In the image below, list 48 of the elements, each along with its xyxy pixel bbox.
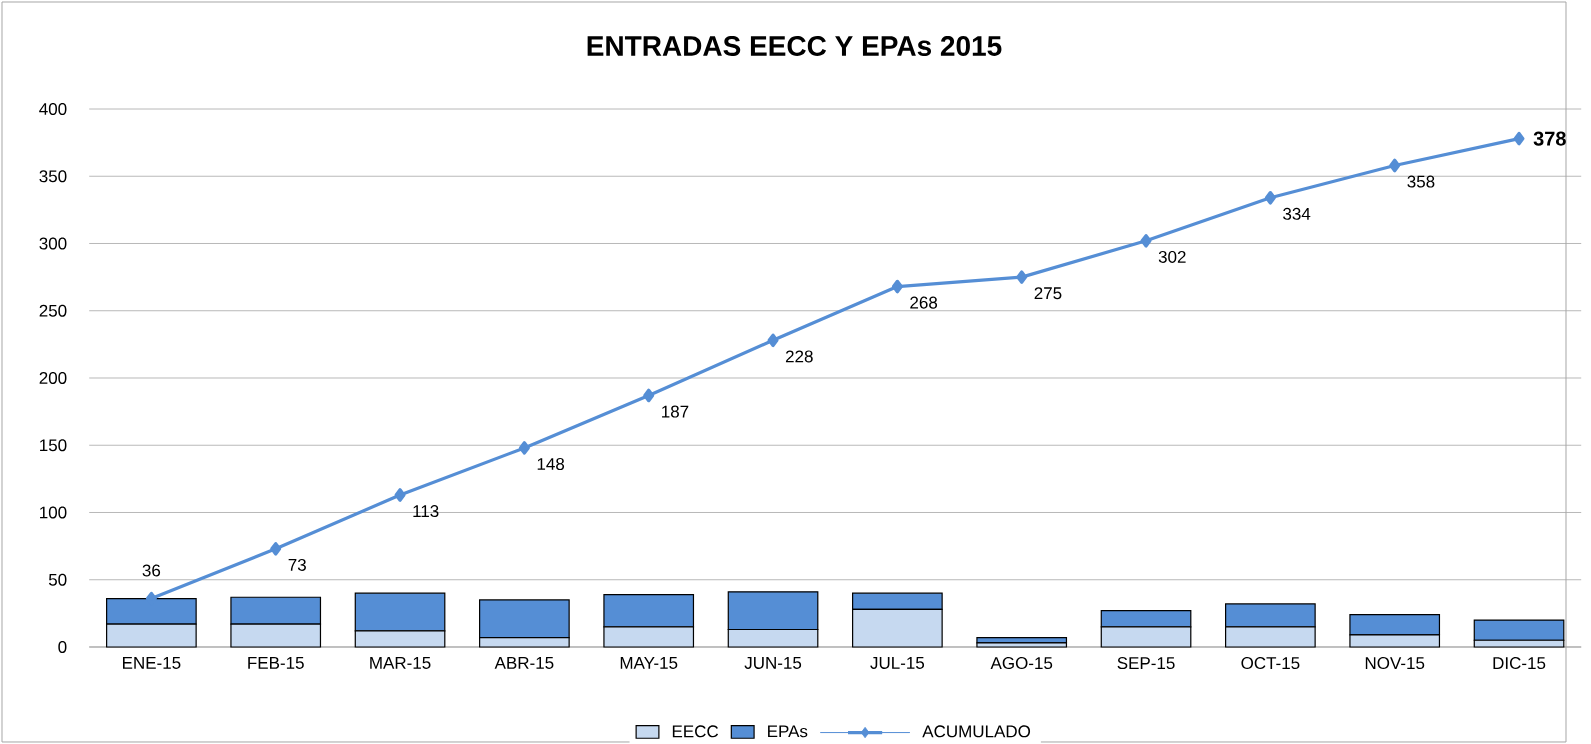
- chart-title: ENTRADAS EECC Y EPAs 2015: [587, 36, 1002, 56]
- point: [394, 488, 406, 502]
- data-label: 148: [537, 458, 565, 471]
- point: [1513, 131, 1525, 146]
- point: [270, 542, 282, 556]
- data-label: 334: [1283, 207, 1311, 220]
- legend-label: EPAs: [768, 725, 808, 738]
- y-tick-label: 300: [39, 237, 67, 250]
- y-tick-label: 150: [40, 439, 67, 452]
- x-tick-label: AGO-15: [990, 657, 1053, 670]
- x-tick-label: FEB-15: [248, 657, 304, 669]
- data-label: 302: [1158, 250, 1186, 263]
- y-tick-label: 50: [48, 573, 67, 586]
- point: [1264, 190, 1276, 205]
- data-label: 228: [785, 350, 813, 363]
- data-label: 73: [288, 558, 306, 571]
- x-tick-label: OCT-15: [1241, 657, 1300, 670]
- y-tick-label: 400: [39, 103, 67, 116]
- y-tick-label: 200: [39, 371, 67, 385]
- x-tick-label: NOV-15: [1365, 657, 1425, 670]
- point: [767, 333, 779, 348]
- data-label: 358: [1407, 175, 1435, 188]
- x-tick-label: MAY-15: [620, 657, 678, 669]
- x-tick-label: MAR-15: [370, 657, 431, 669]
- data-label: 187: [662, 405, 689, 418]
- x-tick-label: ENE-15: [123, 657, 181, 669]
- point: [1016, 270, 1028, 284]
- x-tick-label: JUN-15: [744, 657, 802, 669]
- x-tick-label: JUL-15: [870, 657, 925, 669]
- point: [1140, 234, 1152, 248]
- data-label: 268: [910, 296, 938, 309]
- legend-label: ACUMULADO: [922, 725, 1031, 738]
- x-tick-label: ABR-15: [494, 657, 554, 669]
- data-label: 275: [1034, 287, 1062, 300]
- data-label: 113: [413, 505, 439, 518]
- point: [518, 441, 530, 455]
- point: [643, 388, 655, 403]
- legend-label: EECC: [672, 725, 719, 738]
- point: [891, 279, 903, 294]
- y-tick-label: 250: [39, 304, 67, 317]
- x-tick-label: DIC-15: [1493, 657, 1546, 670]
- data-label: 36: [142, 564, 161, 577]
- y-tick-label: 100: [40, 506, 67, 519]
- y-tick-label: 350: [39, 170, 67, 183]
- y-tick-label: 0: [58, 640, 67, 653]
- data-label: 378: [1533, 131, 1566, 146]
- point: [1389, 158, 1401, 173]
- x-tick-label: SEP-15: [1117, 657, 1175, 670]
